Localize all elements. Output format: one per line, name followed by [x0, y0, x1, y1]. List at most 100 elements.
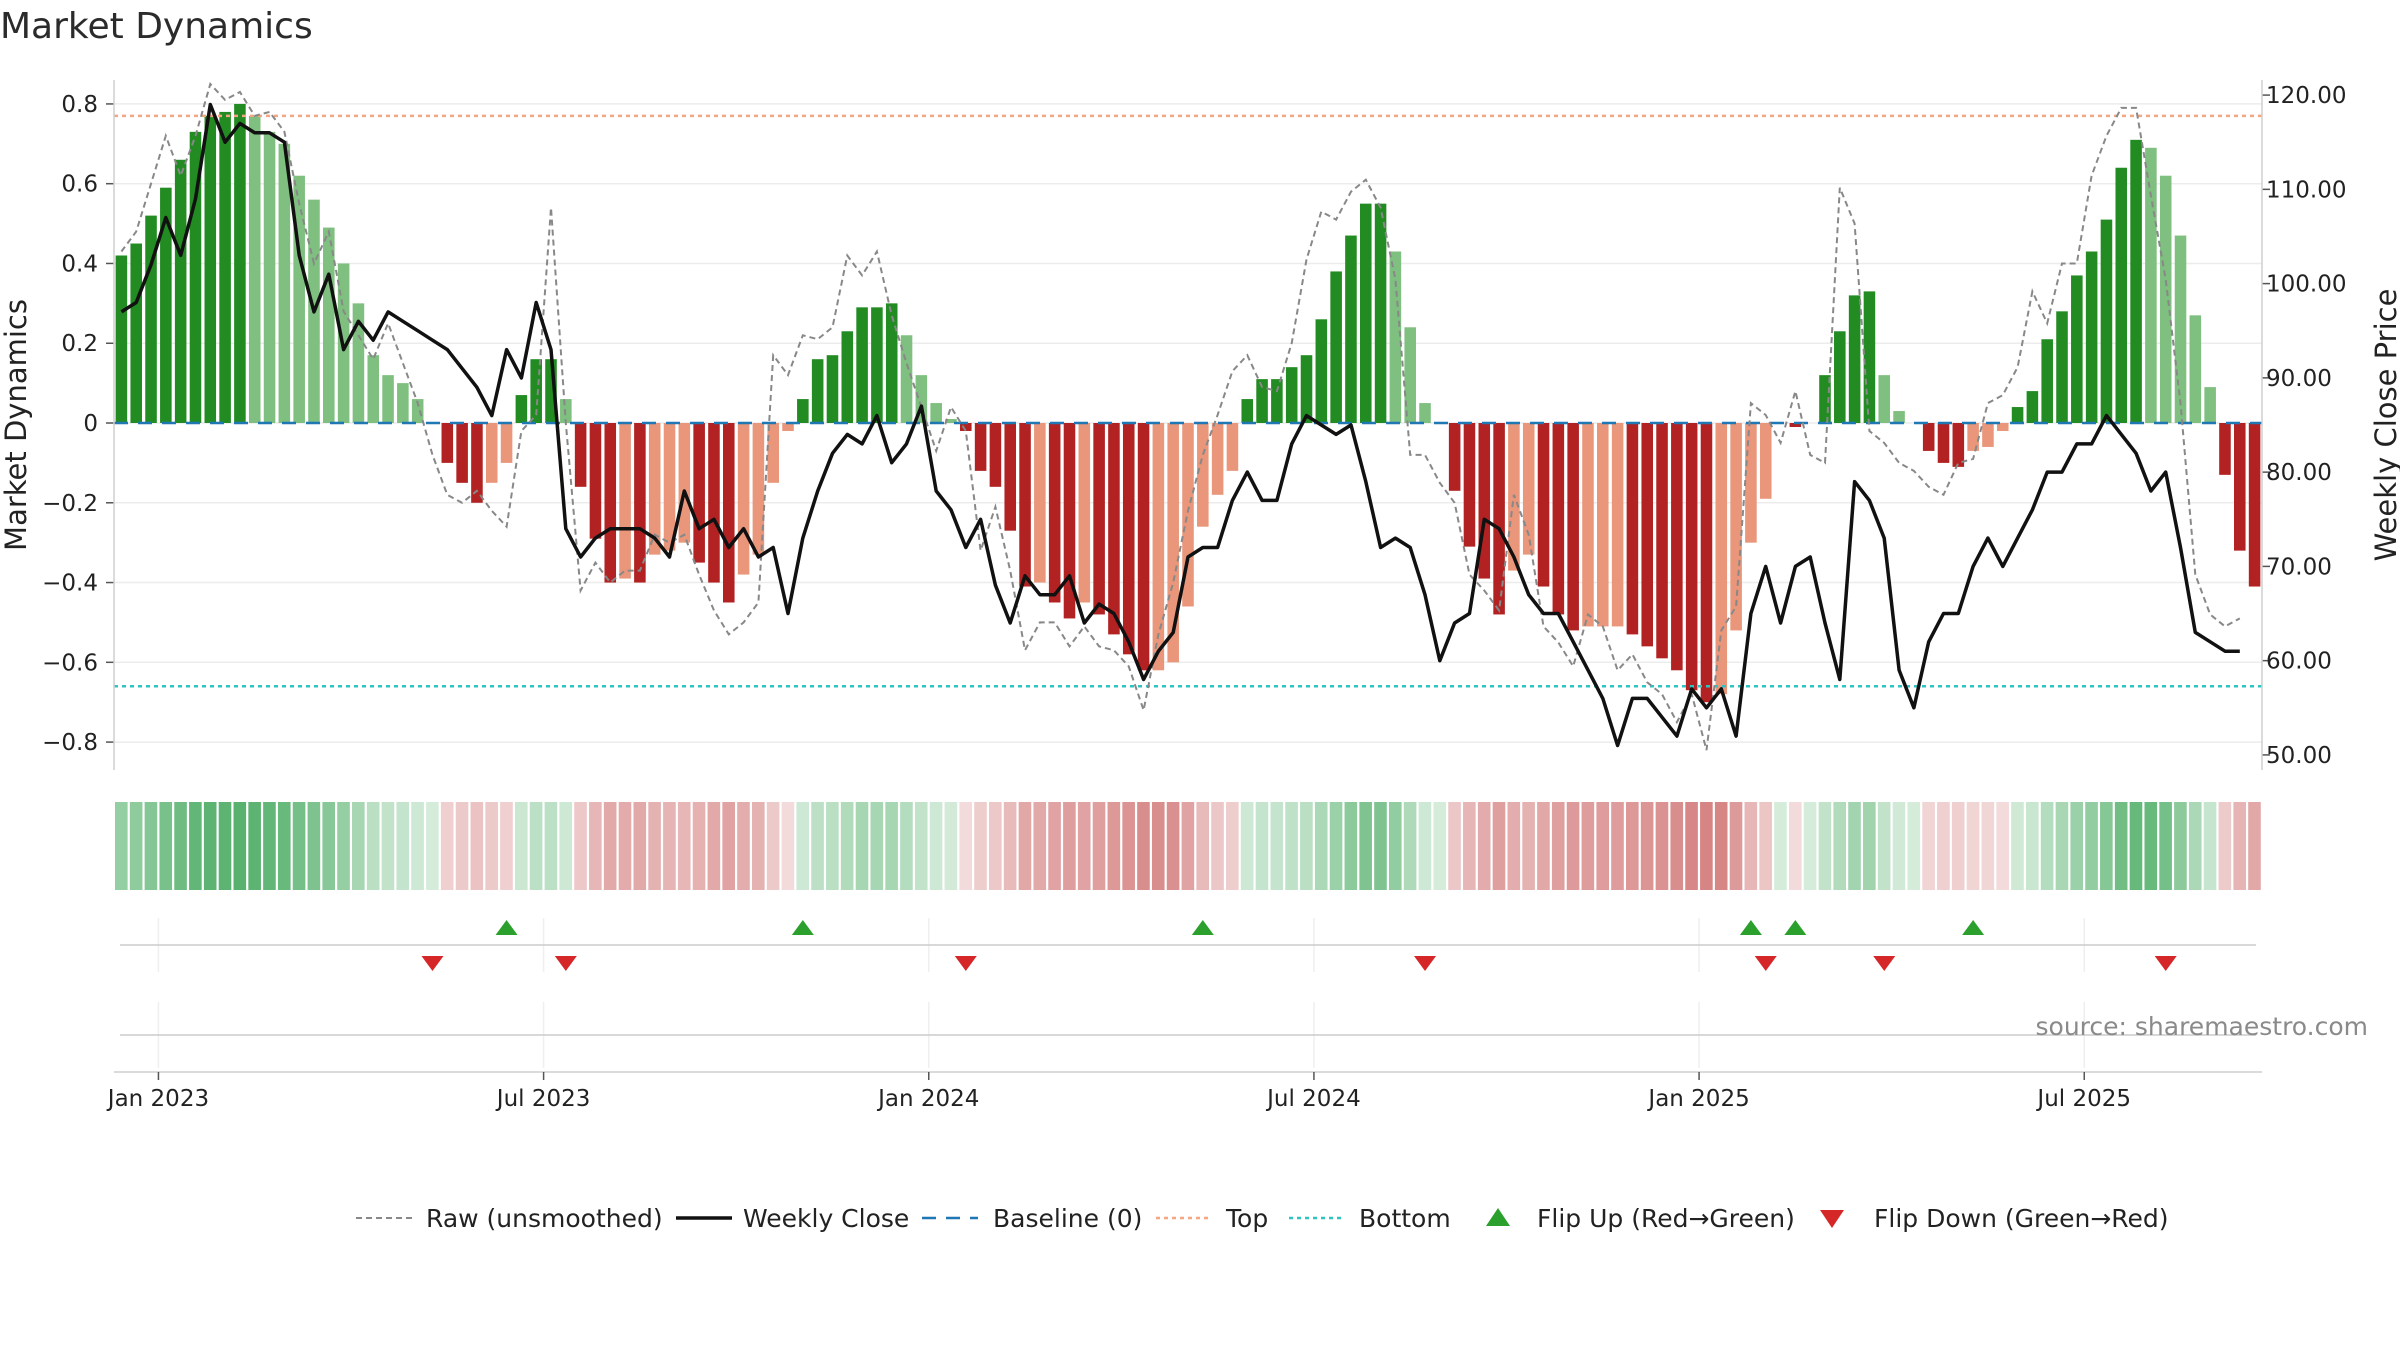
heat-cell [1759, 802, 1772, 890]
heat-cell [485, 802, 498, 890]
bar [545, 359, 557, 424]
heat-cell [144, 802, 158, 890]
bar [2145, 147, 2157, 424]
heat-cell [1048, 802, 1061, 890]
bar [1671, 423, 1683, 671]
heat-cell [2011, 802, 2024, 890]
legend-label: Top [1225, 1204, 1268, 1233]
heat-cell [559, 802, 573, 890]
bar [1211, 423, 1224, 495]
bar [856, 307, 868, 424]
bar [1478, 423, 1491, 579]
flip-up-marker [1784, 920, 1807, 935]
heat-cell [1300, 802, 1313, 890]
bar [2234, 423, 2246, 551]
bar [1522, 423, 1535, 555]
heat-cell [1714, 802, 1728, 890]
heat-cell [633, 802, 647, 890]
bar [782, 423, 794, 431]
bar [1152, 423, 1165, 671]
bar [737, 423, 750, 575]
flip-down-marker [1414, 956, 1437, 971]
heat-cell [1107, 802, 1121, 890]
bar [1137, 423, 1150, 671]
heat-cell [159, 802, 173, 890]
heat-cell [218, 802, 232, 890]
bar [811, 359, 824, 424]
heat-cell [1818, 802, 1832, 890]
y-tick-label-right: 90.00 [2266, 366, 2332, 392]
heat-cell [174, 802, 187, 890]
heat-cell [781, 802, 795, 890]
bar [234, 103, 246, 424]
y-tick-label-right: 80.00 [2266, 460, 2332, 486]
heat-cell [1863, 802, 1876, 890]
heat-cell [1907, 802, 1921, 890]
heat-cell [707, 802, 721, 890]
bar [915, 375, 928, 424]
heat-cell [1285, 802, 1298, 890]
heat-cell [307, 802, 321, 890]
heat-cell [381, 802, 395, 890]
bar [1597, 423, 1609, 627]
heat-cell [1966, 802, 1980, 890]
bar [1019, 423, 1031, 587]
heat-cell [292, 802, 306, 890]
bar [678, 423, 691, 543]
bar [1834, 331, 1846, 424]
bar [204, 115, 217, 424]
heat-cell [692, 802, 706, 890]
bar [589, 423, 602, 539]
heat-cell [1937, 802, 1950, 890]
bar [2174, 235, 2187, 424]
heat-cell [411, 802, 424, 890]
heat-cell [1877, 802, 1891, 890]
legend-label: Weekly Close [743, 1204, 909, 1233]
heat-cell [1951, 802, 1965, 890]
heat-cell [1181, 802, 1195, 890]
heat-cell [248, 802, 261, 890]
heat-cell [840, 802, 854, 890]
heat-cell [870, 802, 884, 890]
bar [752, 423, 765, 555]
heat-cell [1477, 802, 1491, 890]
legend-label: Flip Up (Red→Green) [1537, 1204, 1795, 1233]
bar [1359, 203, 1372, 424]
heat-cell [1848, 802, 1861, 890]
bar [663, 423, 676, 551]
bar [248, 115, 261, 424]
bar [1745, 423, 1757, 543]
heat-cell [1196, 802, 1210, 890]
heat-cell [722, 802, 735, 890]
legend-label: Raw (unsmoothed) [426, 1204, 663, 1233]
heat-cell [2025, 802, 2039, 890]
bar [1182, 423, 1194, 607]
x-tick-label: Jan 2024 [876, 1086, 979, 1112]
heat-cell [974, 802, 987, 890]
heat-cell [2174, 802, 2187, 890]
heat-cell [1314, 802, 1328, 890]
heat-cell [1922, 802, 1935, 890]
bar [1389, 251, 1402, 424]
bar [989, 423, 1002, 487]
heat-cell [1418, 802, 1432, 890]
heat-cell [1788, 802, 1802, 890]
heat-cell [989, 802, 1002, 890]
bar [1330, 271, 1342, 424]
heat-cell [1270, 802, 1284, 890]
bar [293, 175, 305, 424]
heat-cell [574, 802, 587, 890]
bar [1004, 423, 1017, 531]
bar [1552, 423, 1565, 615]
bar [1641, 423, 1654, 647]
flip-up-marker [495, 920, 518, 935]
heat-cell [1729, 802, 1743, 890]
bar [826, 355, 839, 424]
bar [278, 143, 291, 424]
heat-cell [1226, 802, 1239, 890]
y-tick-label-left: 0.6 [61, 172, 98, 198]
bar [841, 331, 854, 424]
bar [1759, 423, 1772, 499]
heat-cell [1774, 802, 1787, 890]
